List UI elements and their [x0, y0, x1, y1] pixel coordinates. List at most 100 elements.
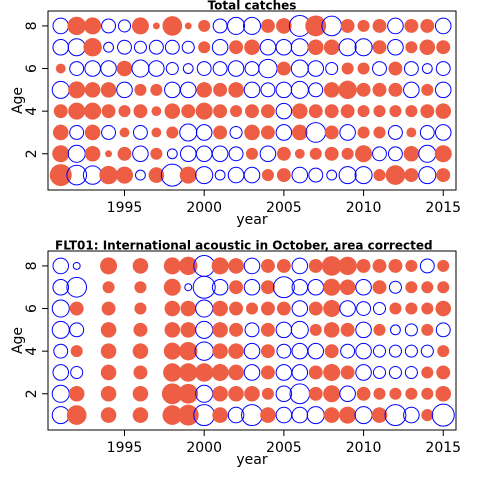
negative-residual-bubble — [135, 169, 146, 181]
y-tick-label: 6 — [24, 304, 40, 313]
positive-residual-bubble — [373, 323, 386, 336]
negative-residual-bubble — [275, 321, 293, 339]
negative-residual-bubble — [272, 276, 295, 299]
positive-residual-bubble — [198, 19, 211, 32]
positive-residual-bubble — [244, 385, 260, 402]
positive-residual-bubble — [150, 147, 163, 160]
positive-residual-bubble — [100, 407, 117, 423]
positive-residual-bubble — [132, 407, 149, 423]
positive-residual-bubble — [323, 363, 341, 381]
positive-residual-bubble — [420, 104, 435, 119]
positive-residual-bubble — [420, 18, 435, 33]
positive-residual-bubble — [372, 40, 387, 55]
positive-residual-bubble — [373, 105, 386, 118]
negative-residual-bubble — [116, 81, 133, 99]
negative-residual-bubble — [194, 341, 214, 361]
positive-residual-bubble — [389, 302, 402, 315]
negative-residual-bubble — [275, 385, 293, 403]
positive-residual-bubble — [260, 301, 275, 316]
positive-residual-bubble — [355, 145, 373, 163]
positive-residual-bubble — [67, 16, 86, 36]
negative-residual-bubble — [355, 278, 372, 296]
positive-residual-bubble — [83, 38, 102, 57]
positive-residual-bubble — [308, 258, 323, 273]
negative-residual-bubble — [244, 61, 260, 76]
negative-residual-bubble — [418, 166, 437, 185]
negative-residual-bubble — [308, 82, 324, 98]
positive-residual-bubble — [116, 60, 133, 77]
negative-residual-bubble — [339, 385, 356, 403]
positive-residual-bubble — [389, 105, 402, 118]
positive-residual-bubble — [372, 280, 387, 295]
positive-residual-bubble — [292, 103, 308, 119]
x-tick-label: 1995 — [107, 200, 143, 216]
positive-residual-bubble — [309, 147, 322, 160]
positive-residual-bubble — [421, 83, 434, 96]
positive-residual-bubble — [405, 259, 418, 272]
positive-residual-bubble — [421, 302, 434, 315]
negative-residual-bubble — [340, 343, 356, 359]
positive-residual-bubble — [84, 17, 102, 35]
positive-residual-bubble — [307, 39, 324, 56]
negative-residual-bubble — [195, 299, 214, 318]
x-tick-label: 1995 — [107, 440, 143, 456]
positive-residual-bubble — [213, 104, 228, 119]
y-tick-label: 4 — [24, 107, 40, 116]
negative-residual-bubble — [53, 343, 69, 359]
negative-residual-bubble — [338, 38, 357, 57]
x-tick-label: 2000 — [186, 440, 222, 456]
positive-residual-bubble — [308, 365, 323, 380]
positive-residual-bubble — [357, 126, 370, 139]
chart-panel-2: FLT01: International acoustic in October… — [10, 239, 461, 469]
negative-residual-bubble — [229, 125, 243, 139]
negative-residual-bubble — [101, 18, 117, 34]
negative-residual-bubble — [195, 384, 214, 403]
negative-residual-bubble — [184, 283, 193, 292]
negative-residual-bubble — [387, 125, 403, 140]
negative-residual-bubble — [372, 146, 387, 162]
positive-residual-bubble — [179, 363, 198, 382]
positive-residual-bubble — [244, 124, 260, 141]
positive-residual-bubble — [388, 82, 403, 97]
positive-residual-bubble — [180, 300, 197, 317]
positive-residual-bubble — [55, 63, 66, 74]
positive-residual-bubble — [102, 281, 115, 294]
positive-residual-bubble — [357, 62, 370, 75]
positive-residual-bubble — [260, 125, 275, 140]
y-axis-label: Age — [10, 87, 26, 114]
negative-residual-bubble — [291, 257, 309, 275]
negative-residual-bubble — [69, 125, 85, 140]
y-tick-label: 8 — [24, 21, 40, 30]
positive-residual-bubble — [260, 280, 275, 295]
positive-residual-bubble — [150, 83, 163, 96]
negative-residual-bubble — [354, 406, 373, 425]
negative-residual-bubble — [52, 278, 70, 296]
negative-residual-bubble — [51, 406, 70, 425]
positive-residual-bubble — [323, 385, 341, 403]
negative-residual-bubble — [275, 102, 293, 120]
x-tick-label: 2005 — [266, 200, 302, 216]
positive-residual-bubble — [213, 125, 228, 140]
positive-residual-bubble — [228, 364, 244, 381]
positive-residual-bubble — [163, 257, 181, 275]
x-tick-label: 2010 — [346, 200, 382, 216]
negative-residual-bubble — [51, 80, 70, 99]
negative-residual-bubble — [404, 323, 418, 337]
negative-residual-bubble — [195, 166, 214, 185]
negative-residual-bubble — [148, 60, 165, 77]
negative-residual-bubble — [67, 144, 86, 163]
negative-residual-bubble — [70, 365, 84, 379]
y-tick-label: 8 — [24, 261, 40, 270]
positive-residual-bubble — [133, 104, 148, 119]
positive-residual-bubble — [100, 82, 117, 98]
negative-residual-bubble — [290, 80, 309, 99]
negative-residual-bubble — [290, 59, 309, 78]
positive-residual-bubble — [132, 258, 149, 274]
positive-residual-bubble — [49, 164, 72, 187]
positive-residual-bubble — [341, 62, 354, 75]
negative-residual-bubble — [435, 61, 451, 76]
negative-residual-bubble — [420, 344, 434, 358]
positive-residual-bubble — [260, 104, 275, 119]
positive-residual-bubble — [166, 126, 179, 139]
negative-residual-bubble — [275, 406, 293, 424]
